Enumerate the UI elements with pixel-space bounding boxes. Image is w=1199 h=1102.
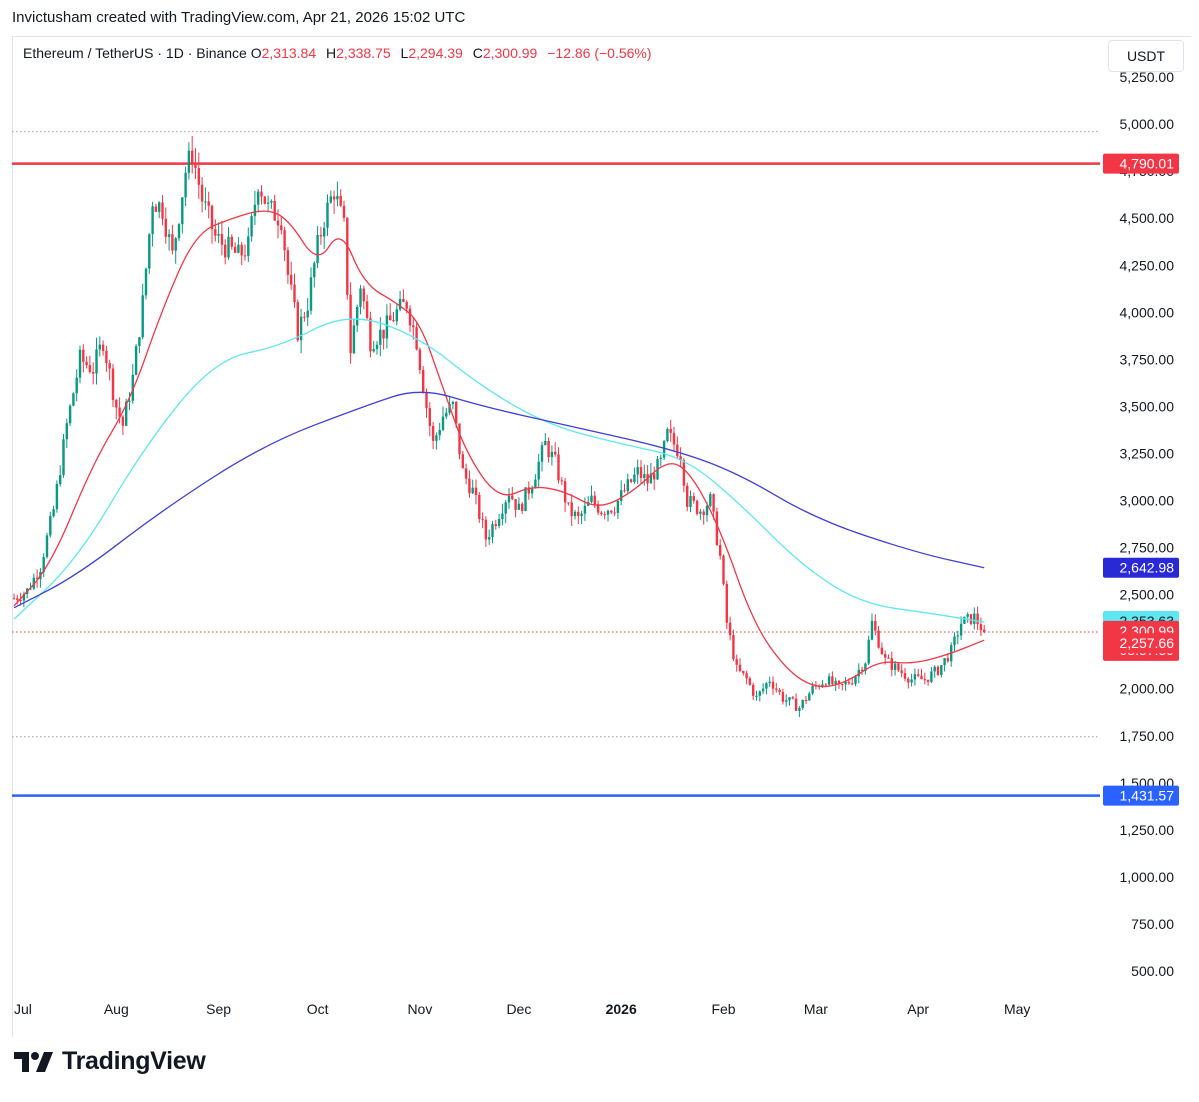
symbol-label[interactable]: Ethereum / TetherUS · 1D · Binance bbox=[23, 45, 247, 61]
high-key: H bbox=[326, 45, 337, 61]
brand-name: TradingView bbox=[62, 1047, 206, 1075]
currency-unit-button[interactable]: USDT bbox=[1108, 40, 1184, 72]
tradingview-mark-icon bbox=[14, 1051, 53, 1072]
high-value: 2,338.75 bbox=[336, 45, 391, 61]
low-value: 2,294.39 bbox=[408, 45, 463, 61]
chart-caption: Invictusham created with TradingView.com… bbox=[12, 9, 466, 26]
open-value: 2,313.84 bbox=[261, 45, 317, 61]
change-value: −12.86 (−0.56%) bbox=[547, 45, 652, 61]
chart-frame bbox=[12, 36, 1191, 1037]
open-key: O bbox=[250, 45, 262, 61]
close-value: 2,300.99 bbox=[482, 45, 538, 61]
ohlc-legend: Ethereum / TetherUS · 1D · Binance O2,31… bbox=[23, 45, 652, 61]
close-key: C bbox=[472, 45, 483, 61]
tradingview-logo[interactable]: TradingView bbox=[14, 1047, 206, 1076]
low-key: L bbox=[400, 45, 409, 61]
